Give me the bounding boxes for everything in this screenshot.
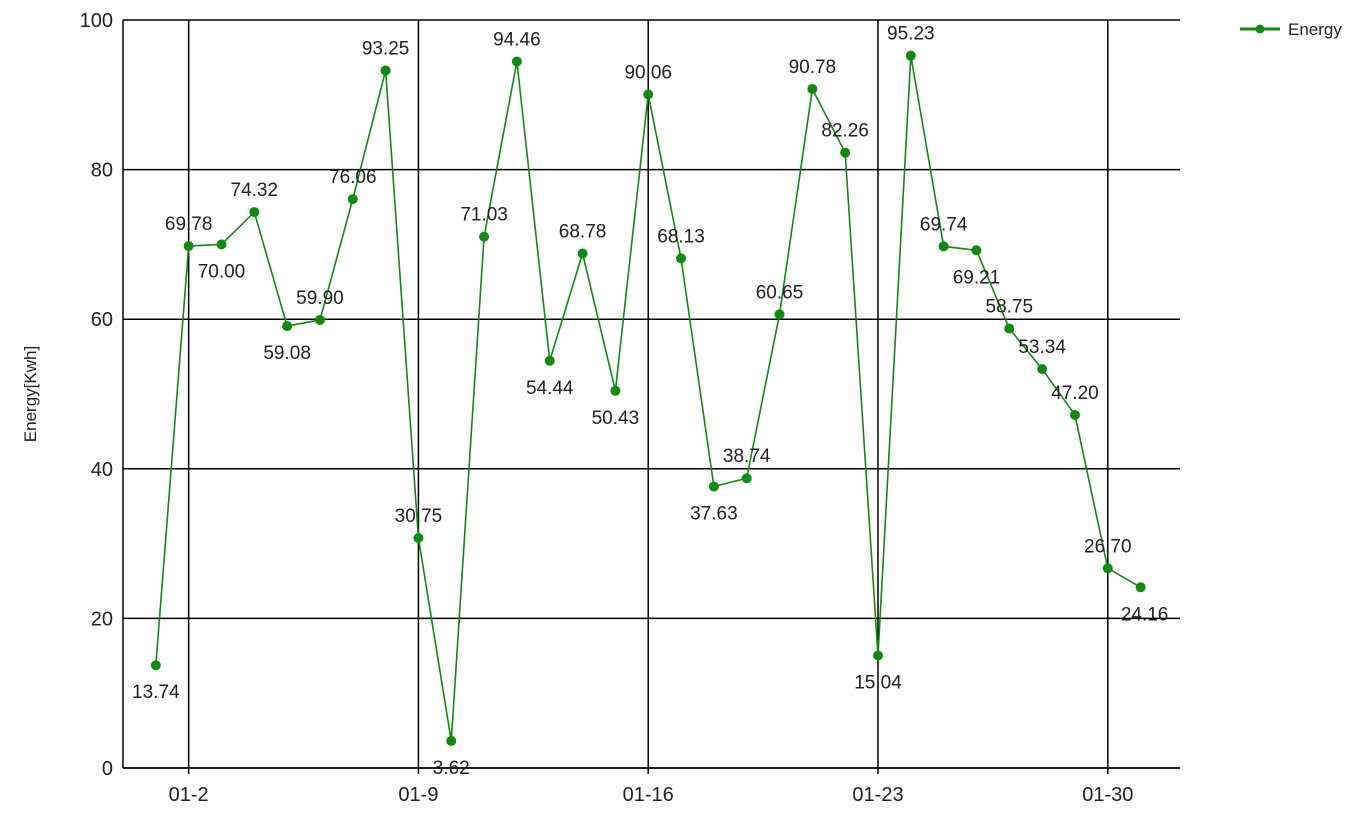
energy-data-point: [741, 473, 752, 484]
y-tick-label: 20: [91, 608, 113, 630]
grid-layer: [123, 19, 1180, 769]
legend-marker: [1255, 24, 1265, 34]
energy-data-label: 13.74: [132, 682, 180, 703]
energy-data-point: [511, 56, 522, 67]
x-tick-label: 01-16: [623, 784, 674, 806]
energy-data-point: [282, 321, 293, 332]
energy-data-label: 70.00: [198, 261, 246, 282]
energy-data-label: 53.34: [1018, 337, 1066, 358]
energy-data-label: 38.74: [723, 446, 771, 467]
energy-data-label: 60.65: [756, 282, 804, 303]
y-tick-label: 80: [91, 160, 113, 182]
energy-data-point: [840, 147, 851, 158]
energy-data-label: 69.21: [953, 267, 1001, 288]
y-tick-label: 60: [91, 309, 113, 331]
energy-data-label: 82.26: [821, 121, 869, 142]
energy-data-label: 95.23: [887, 24, 935, 45]
energy-data-label: 47.20: [1051, 383, 1099, 404]
energy-data-label: 30.75: [395, 506, 443, 527]
data-label-layer: 13.74 69.78 70.00 74.32 59.08 59.90 76.06 93.25…: [132, 24, 1168, 779]
energy-data-label: 58.75: [986, 297, 1034, 318]
energy-data-point: [610, 385, 621, 396]
axis-layer: 0 20 40 60 80 100 01-2 01-9 01-16 01-23 01-30 Energ…: [21, 10, 1180, 806]
energy-data-label: 90.78: [789, 57, 837, 78]
energy-data-label: 50.43: [592, 408, 640, 429]
legend-label: Energy: [1288, 20, 1342, 39]
energy-data-point: [150, 660, 161, 671]
energy-data-label: 15.04: [854, 673, 902, 694]
energy-data-label: 69.74: [920, 214, 968, 235]
energy-data-point: [216, 239, 227, 250]
energy-data-point: [643, 89, 654, 100]
energy-data-point: [1037, 364, 1048, 375]
energy-data-label: 26.70: [1084, 536, 1132, 557]
energy-data-label: 24.16: [1121, 604, 1169, 625]
energy-data-label: 76.06: [329, 167, 377, 188]
x-tick-label: 01-23: [852, 784, 903, 806]
x-tick-label: 01-9: [398, 784, 438, 806]
y-tick-label: 40: [91, 459, 113, 481]
y-tick-label: 100: [80, 10, 113, 32]
energy-data-point: [905, 50, 916, 61]
energy-data-point: [1069, 409, 1080, 420]
energy-data-label: 93.25: [362, 38, 410, 59]
energy-data-label: 59.90: [296, 288, 344, 309]
energy-data-point: [544, 355, 555, 366]
x-tick-label: 01-30: [1082, 784, 1133, 806]
energy-data-label: 69.78: [165, 214, 213, 235]
energy-data-label: 68.78: [559, 222, 607, 243]
energy-data-point: [708, 481, 719, 492]
energy-data-point: [446, 735, 457, 746]
y-axis-title: Energy[Kwh]: [21, 346, 40, 442]
energy-data-point: [479, 231, 490, 242]
series-layer: [150, 50, 1146, 746]
energy-data-point: [676, 253, 687, 264]
energy-data-point: [807, 83, 818, 94]
energy-data-point: [183, 241, 194, 252]
energy-data-point: [1135, 582, 1146, 593]
energy-data-label: 74.32: [231, 180, 279, 201]
energy-data-label: 71.03: [460, 205, 508, 226]
energy-data-point: [249, 207, 260, 218]
x-tick-label: 01-2: [169, 784, 209, 806]
energy-data-point: [938, 241, 949, 252]
energy-data-label: 94.46: [493, 29, 541, 50]
energy-data-label: 54.44: [526, 378, 574, 399]
energy-data-point: [774, 309, 785, 320]
energy-data-point: [347, 194, 358, 205]
energy-data-label: 37.63: [690, 504, 738, 525]
legend: Energy: [1240, 20, 1342, 39]
y-tick-label: 0: [102, 758, 113, 780]
energy-data-point: [577, 248, 588, 259]
energy-data-label: 59.08: [263, 343, 311, 364]
energy-data-point: [1004, 323, 1015, 334]
energy-data-label: 90.06: [624, 62, 672, 83]
energy-data-label: 3.62: [433, 758, 470, 779]
energy-data-point: [1102, 563, 1113, 574]
energy-data-point: [873, 650, 883, 661]
energy-data-point: [971, 245, 982, 256]
energy-data-point: [413, 532, 424, 543]
energy-data-label: 68.13: [657, 226, 705, 247]
energy-data-point: [314, 314, 325, 325]
energy-data-point: [380, 65, 391, 76]
